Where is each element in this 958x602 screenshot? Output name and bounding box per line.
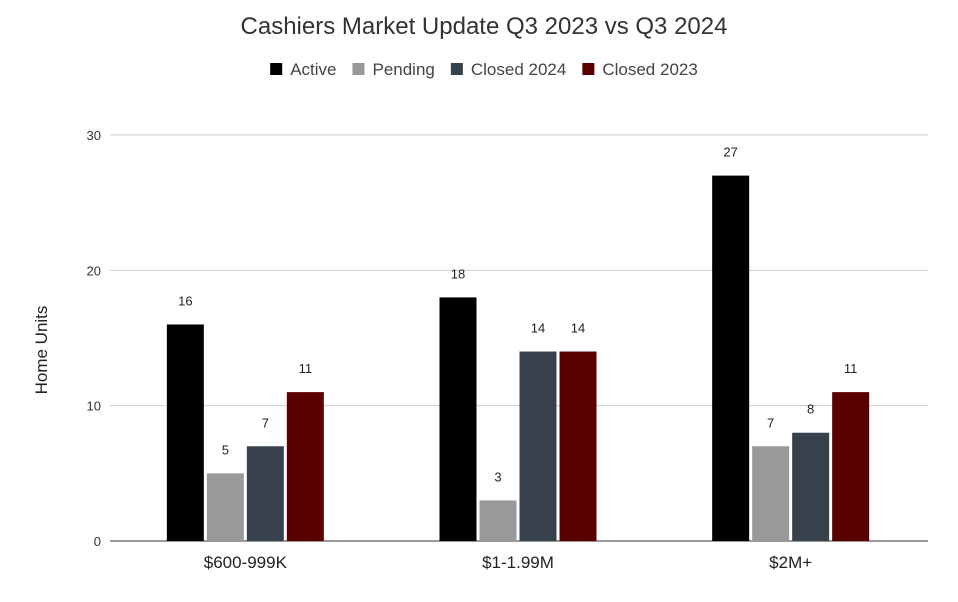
data-labels: 16 5 7 11 18 3 14 14 27 7 8 11 [178,145,857,485]
y-tick-label: 0 [94,534,101,549]
legend: Active Pending Closed 2024 Closed 2023 [270,60,698,79]
legend-item-active: Active [270,60,336,79]
data-label: 8 [807,402,814,417]
x-category-label: $2M+ [769,553,812,572]
bar-closed-2024-0 [246,446,284,541]
chart-title: Cashiers Market Update Q3 2023 vs Q3 202… [241,13,728,40]
data-label: 16 [178,293,192,308]
legend-label: Pending [372,60,434,79]
y-tick-label: 20 [87,263,101,278]
bar-closed-2023-1 [559,351,597,541]
bar-closed-2024-2 [792,432,830,541]
legend-label: Closed 2024 [471,60,566,79]
legend-swatch [352,63,365,75]
data-label: 14 [571,321,585,336]
bar-active-2 [712,175,750,541]
legend-swatch [582,63,595,75]
legend-swatch [450,63,463,75]
y-axis-ticks: 0 10 20 30 [87,128,101,549]
data-label: 27 [723,145,737,160]
bar-pending-2 [752,446,790,541]
x-axis-categories: $600-999K $1-1.99M $2M+ [204,553,812,572]
legend-swatch [270,63,283,75]
bar-active-0 [166,324,204,541]
legend-item-closed-2023: Closed 2023 [582,60,698,79]
x-category-label: $600-999K [204,553,288,572]
data-label: 11 [299,361,313,376]
y-tick-label: 10 [87,399,101,414]
legend-label: Active [290,60,336,79]
data-label: 18 [451,266,465,281]
legend-label: Closed 2023 [602,60,697,79]
legend-item-pending: Pending [352,60,435,79]
data-label: 5 [222,442,229,457]
data-label: 7 [262,415,269,430]
bar-pending-1 [479,500,517,541]
y-axis-title: Home Units [32,306,51,395]
bars [166,175,870,541]
data-label: 7 [767,415,774,430]
gridlines [110,134,928,542]
data-label: 3 [494,469,501,484]
data-label: 11 [844,361,858,376]
bar-closed-2023-0 [286,392,324,541]
bar-closed-2023-2 [832,392,870,541]
data-label: 14 [531,321,545,336]
bar-closed-2024-1 [519,351,557,541]
legend-item-closed-2024: Closed 2024 [450,60,566,79]
bar-pending-0 [206,473,244,541]
y-tick-label: 30 [87,128,101,143]
x-category-label: $1-1.99M [482,553,554,572]
bar-active-1 [439,297,477,541]
